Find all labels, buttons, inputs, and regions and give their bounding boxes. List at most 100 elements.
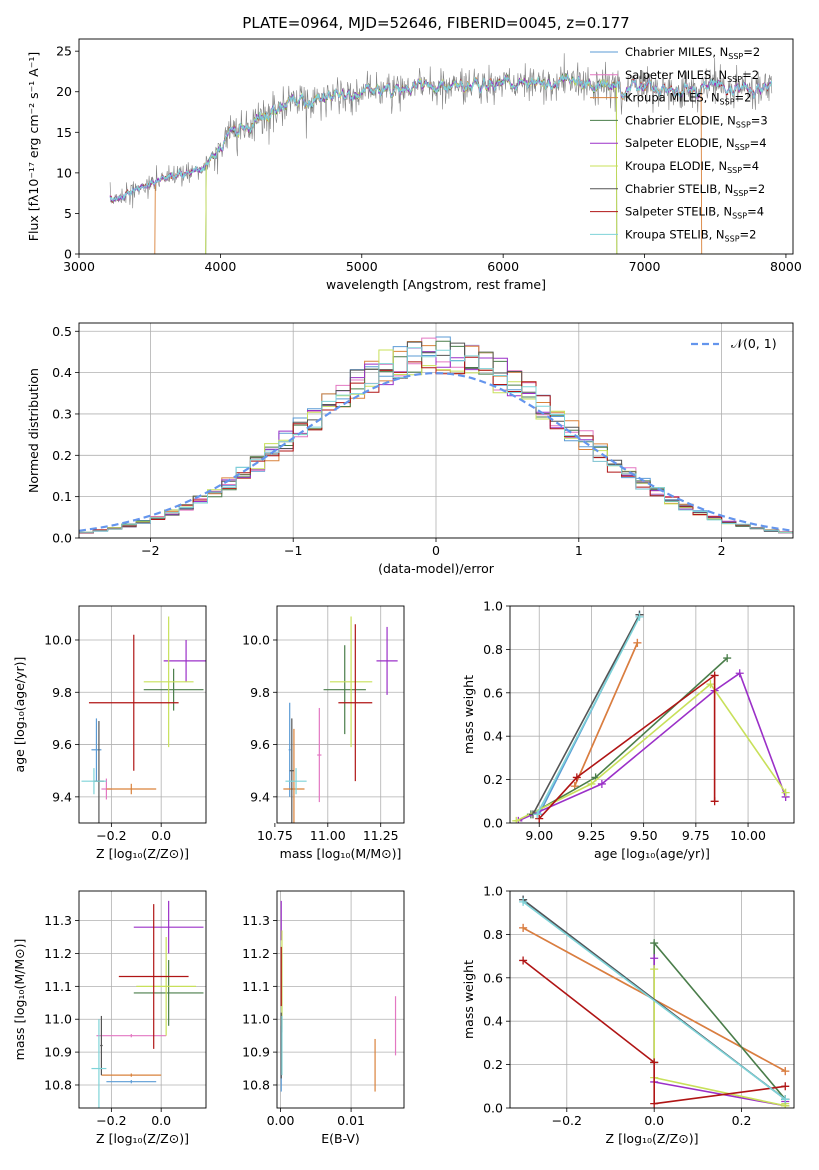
y-axis-label: mass weight [461,960,476,1039]
y-tick-label: 0.4 [483,1014,503,1029]
y-tick-label: 10.9 [242,1045,270,1060]
y-tick-label: 0.4 [52,365,72,380]
y-tick-label: 1.0 [483,599,503,614]
x-tick-label: 11.00 [310,828,346,843]
x-tick-label: 7000 [629,259,661,274]
x-axis-label: E(B-V) [321,1131,360,1146]
y-tick-label: 0.8 [483,927,503,942]
y-tick-label: 0.6 [483,685,503,700]
weight-marker [533,810,542,819]
y-tick-label: 11.3 [44,913,72,928]
y-tick-label: 9.8 [52,685,72,700]
panel-weight_vs_age: 9.00 9.25 9.50 9.75 10.00 0.0 0.2 0.4 0.6 0.8 1.0 a… [461,599,795,861]
x-tick-label: 9.50 [630,828,658,843]
weight-marker [519,923,528,932]
y-axis-label: mass [log₁₀(M/M⊙)] [12,939,27,1061]
y-tick-label: 10.8 [44,1077,72,1092]
plot-area [79,891,206,1108]
y-tick-label: 0 [64,247,72,262]
y-tick-label: 10.0 [242,632,270,647]
x-tick-label: 0.01 [337,1113,365,1128]
legend-entry: Chabrier ELODIE, NSSP=3 [625,113,768,129]
x-tick-label: 0.2 [732,1113,752,1128]
legend-entry: Salpeter STELIB, NSSP=4 [625,205,764,221]
legend-entry: Salpeter ELODIE, NSSP=4 [625,136,767,152]
y-tick-label: 9.6 [250,737,270,752]
plot-area [277,606,404,823]
x-tick-label: 10.75 [257,828,293,843]
plot-area [510,606,794,823]
y-tick-label: 11.3 [242,913,270,928]
x-tick-label: 5000 [346,259,378,274]
weight-series [522,901,786,1100]
weight-marker [710,671,719,680]
weight-marker [706,680,715,689]
y-tick-label: 10 [56,165,72,180]
residual-histogram [79,356,793,534]
y-tick-label: 0.1 [52,489,72,504]
y-tick-label: 9.6 [52,737,72,752]
legend-entry: Chabrier MILES, NSSP=2 [625,45,760,61]
panel-spectrum: 3000 4000 5000 6000 7000 8000 0 5 10 15 20 25 wavele… [26,38,802,292]
y-tick-label: 11.1 [242,979,270,994]
weight-marker [650,1058,659,1067]
x-axis-label: wavelength [Angstrom, rest frame] [326,277,546,292]
weight-marker [519,956,528,965]
panel-age_vs_mass: 10.75 11.00 11.25 9.4 9.6 9.8 10.0 mass [log₁₀(… [242,605,405,861]
x-tick-label: −0.2 [552,1113,582,1128]
weight-marker [635,612,644,621]
weight-marker [710,797,719,806]
axes-frame [78,38,794,255]
y-tick-label: 0.4 [483,729,503,744]
panel-mass_vs_Z: −0.2 0.0 10.8 10.9 11.0 11.1 11.2 11.3 Z [log₁₀(… [12,890,207,1146]
y-tick-label: 10.9 [44,1045,72,1060]
x-tick-label: 9.00 [525,828,553,843]
y-tick-label: 9.8 [250,685,270,700]
weight-series [573,642,639,787]
axes-frame [78,322,794,539]
axes-frame [78,605,207,824]
weight-marker [735,669,744,678]
plot-area [79,606,206,823]
weight-marker [519,897,528,906]
y-tick-label: 11.1 [44,979,72,994]
weight-marker [650,939,659,948]
x-tick-label: 1 [575,543,583,558]
x-tick-label: −1 [284,543,302,558]
y-tick-label: 0.5 [52,324,72,339]
y-tick-label: 0.8 [483,642,503,657]
panel-weight_vs_Z: −0.2 0.0 0.2 0.0 0.2 0.4 0.6 0.8 1.0 Z [log₁₀(Z/Z… [461,884,795,1146]
weight-marker [781,1095,790,1104]
x-axis-label: Z [log₁₀(Z/Z⊙)] [96,1131,189,1146]
weight-marker [633,638,642,647]
weight-marker [572,773,581,782]
x-tick-label: −2 [141,543,159,558]
y-tick-label: 11.2 [44,946,72,961]
x-tick-label: 8000 [770,259,802,274]
axes-frame [509,890,795,1109]
spectrum-legend: Chabrier MILES, NSSP=2 Salpeter MILES, NS… [590,45,768,243]
x-tick-label: 0.0 [151,1113,171,1128]
weight-marker [512,816,521,823]
weight-series [532,614,641,815]
weight-marker [723,654,732,663]
y-tick-label: 11.0 [44,1012,72,1027]
x-tick-label: 0.00 [267,1113,295,1128]
x-tick-label: 0.0 [644,1113,664,1128]
panel-residuals: −2 −1 0 1 2 0.0 0.1 0.2 0.3 0.4 0.5 (data-model)/er… [26,322,794,576]
y-tick-label: 1.0 [483,884,503,899]
y-tick-label: 0.0 [483,816,503,831]
axes-frame [276,605,405,824]
weight-marker [597,779,606,788]
axes-frame [78,890,207,1109]
y-tick-label: 9.4 [250,789,270,804]
y-axis-label: Normed distribution [26,368,41,493]
x-tick-label: 4000 [204,259,236,274]
x-tick-label: 6000 [487,259,519,274]
y-tick-label: 0.6 [483,970,503,985]
y-tick-label: 0.3 [52,406,72,421]
weight-marker [650,965,659,974]
residual-histogram [79,347,793,533]
x-axis-label: Z [log₁₀(Z/Z⊙)] [96,846,189,861]
